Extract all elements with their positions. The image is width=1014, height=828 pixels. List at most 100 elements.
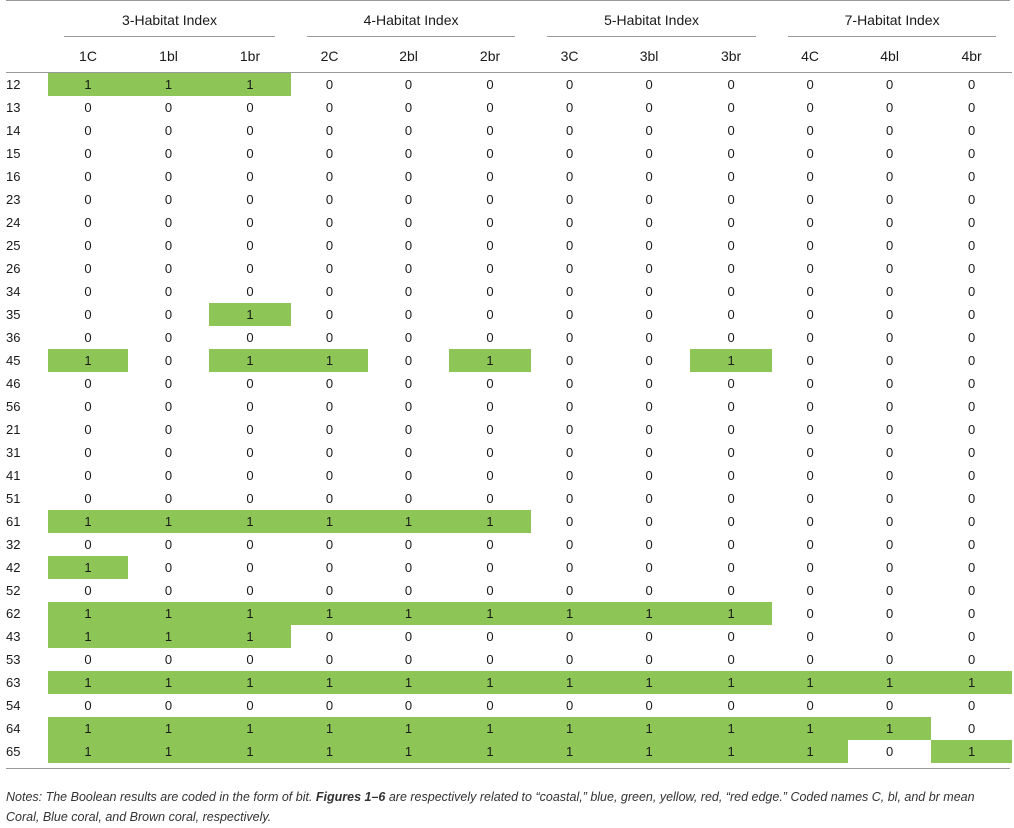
value-cell: 0: [645, 238, 653, 253]
value-cell: 0: [486, 399, 494, 414]
value-cell: 1: [772, 740, 849, 763]
value-cell: 0: [645, 146, 653, 161]
value-cell: 1: [608, 602, 691, 625]
value-cell: 0: [727, 146, 735, 161]
row-id-cell: 42: [6, 560, 21, 575]
table-row: 23 0 0 0 0 0 0 0 0 0 0 0 0: [6, 188, 1012, 211]
table-notes: Notes: The Boolean results are coded in …: [6, 787, 1006, 827]
value-cell: 0: [325, 468, 334, 483]
value-cell: 0: [404, 652, 413, 667]
value-cell: 1: [449, 740, 532, 763]
value-cell: 0: [727, 284, 735, 299]
value-cell: 1: [772, 671, 849, 694]
table-row: 36 0 0 0 0 0 0 0 0 0 0 0 0: [6, 326, 1012, 349]
value-cell: 0: [246, 284, 254, 299]
value-cell: 0: [885, 123, 894, 138]
value-cell: 1: [531, 671, 609, 694]
value-cell: 0: [325, 583, 334, 598]
column-header: 3bl: [608, 40, 691, 73]
value-cell: 0: [164, 422, 173, 437]
value-cell: 0: [246, 698, 254, 713]
group-header-4-habitat: 4-Habitat Index: [291, 0, 531, 40]
value-cell: 0: [727, 491, 735, 506]
value-cell: 0: [84, 491, 92, 506]
value-cell: 0: [727, 514, 735, 529]
value-cell: 0: [967, 399, 976, 414]
value-cell: 0: [164, 376, 173, 391]
row-id-cell: 14: [6, 123, 21, 138]
value-cell: 1: [128, 510, 209, 533]
value-cell: 0: [164, 353, 173, 368]
value-cell: 0: [806, 261, 814, 276]
row-id-cell: 54: [6, 698, 21, 713]
value-cell: 0: [404, 399, 413, 414]
value-cell: 0: [404, 698, 413, 713]
value-cell: 0: [486, 192, 494, 207]
value-cell: 1: [48, 717, 128, 740]
value-cell: 0: [727, 238, 735, 253]
value-cell: 0: [645, 261, 653, 276]
value-cell: 0: [404, 376, 413, 391]
value-cell: 1: [690, 602, 773, 625]
value-cell: 1: [48, 602, 128, 625]
value-cell: 0: [164, 307, 173, 322]
value-cell: 1: [690, 717, 773, 740]
value-cell: 0: [806, 77, 814, 92]
value-cell: 0: [645, 123, 653, 138]
value-cell: 1: [690, 740, 773, 763]
value-cell: 0: [164, 146, 173, 161]
value-cell: 0: [164, 560, 173, 575]
group-header-7-habitat: 7-Habitat Index: [772, 0, 1012, 40]
value-cell: 0: [727, 698, 735, 713]
value-cell: 1: [449, 602, 532, 625]
value-cell: 0: [806, 514, 814, 529]
value-cell: 1: [48, 556, 128, 579]
value-cell: 0: [967, 721, 976, 736]
value-cell: 0: [164, 652, 173, 667]
value-cell: 0: [246, 330, 254, 345]
value-cell: 0: [967, 537, 976, 552]
table-row: 61 1 1 1 1 1 1 0 0 0 0 0 0: [6, 510, 1012, 533]
row-id-cell: 52: [6, 583, 21, 598]
value-cell: 0: [645, 215, 653, 230]
value-cell: 0: [486, 698, 494, 713]
value-cell: 0: [967, 192, 976, 207]
value-cell: 0: [404, 261, 413, 276]
value-cell: 0: [645, 100, 653, 115]
value-cell: 0: [727, 445, 735, 460]
value-cell: 0: [325, 77, 334, 92]
value-cell: 0: [404, 560, 413, 575]
value-cell: 0: [246, 146, 254, 161]
table-row: 15 0 0 0 0 0 0 0 0 0 0 0 0: [6, 142, 1012, 165]
value-cell: 0: [325, 169, 334, 184]
value-cell: 1: [128, 625, 209, 648]
value-cell: 0: [404, 353, 413, 368]
value-cell: 0: [645, 560, 653, 575]
notes-suffix: are respectively related to “coastal,” b…: [6, 790, 975, 824]
value-cell: 0: [404, 215, 413, 230]
table-row: 41 0 0 0 0 0 0 0 0 0 0 0 0: [6, 464, 1012, 487]
value-cell: 0: [325, 560, 334, 575]
value-cell: 0: [486, 284, 494, 299]
table-row: 46 0 0 0 0 0 0 0 0 0 0 0 0: [6, 372, 1012, 395]
value-cell: 0: [325, 123, 334, 138]
value-cell: 0: [404, 100, 413, 115]
value-cell: 0: [885, 238, 894, 253]
value-cell: 0: [967, 698, 976, 713]
row-id-cell: 46: [6, 376, 21, 391]
value-cell: 0: [84, 468, 92, 483]
value-cell: 0: [645, 330, 653, 345]
value-cell: 0: [246, 583, 254, 598]
table-row: 56 0 0 0 0 0 0 0 0 0 0 0 0: [6, 395, 1012, 418]
column-header: 3br: [690, 40, 773, 73]
value-cell: 0: [246, 238, 254, 253]
value-cell: 0: [645, 629, 653, 644]
value-cell: 0: [967, 560, 976, 575]
value-cell: 0: [806, 238, 814, 253]
row-id-cell: 25: [6, 238, 21, 253]
column-header: 4C: [772, 40, 849, 73]
value-cell: 0: [84, 100, 92, 115]
row-id-cell: 31: [6, 445, 21, 460]
group-header-3-habitat: 3-Habitat Index: [48, 0, 291, 40]
value-cell: 0: [164, 330, 173, 345]
